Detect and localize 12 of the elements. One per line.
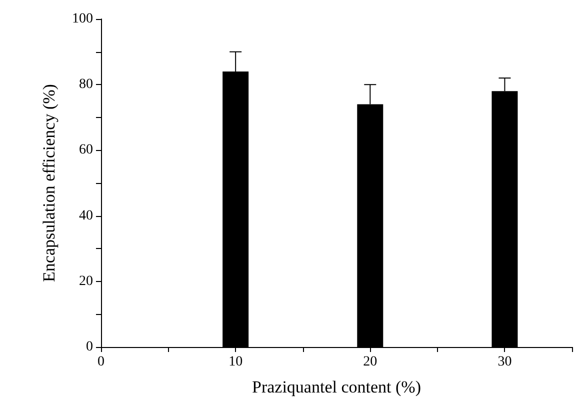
y-tick-label: 20	[79, 274, 93, 289]
x-tick-label: 30	[498, 354, 512, 370]
x-tick-label: 10	[228, 354, 243, 370]
y-tick-label: 0	[86, 340, 93, 354]
y-tick-label: 60	[79, 142, 93, 158]
y-tick-label: 40	[79, 208, 93, 224]
x-axis-title: Praziquantel content (%)	[252, 378, 421, 396]
x-tick-label: 20	[363, 354, 378, 370]
y-tick-label: 80	[79, 77, 93, 92]
x-tick-label: 0	[98, 354, 104, 370]
y-axis-title: Encapsulation efficiency (%)	[40, 84, 58, 282]
y-tick-label: 100	[72, 12, 93, 26]
